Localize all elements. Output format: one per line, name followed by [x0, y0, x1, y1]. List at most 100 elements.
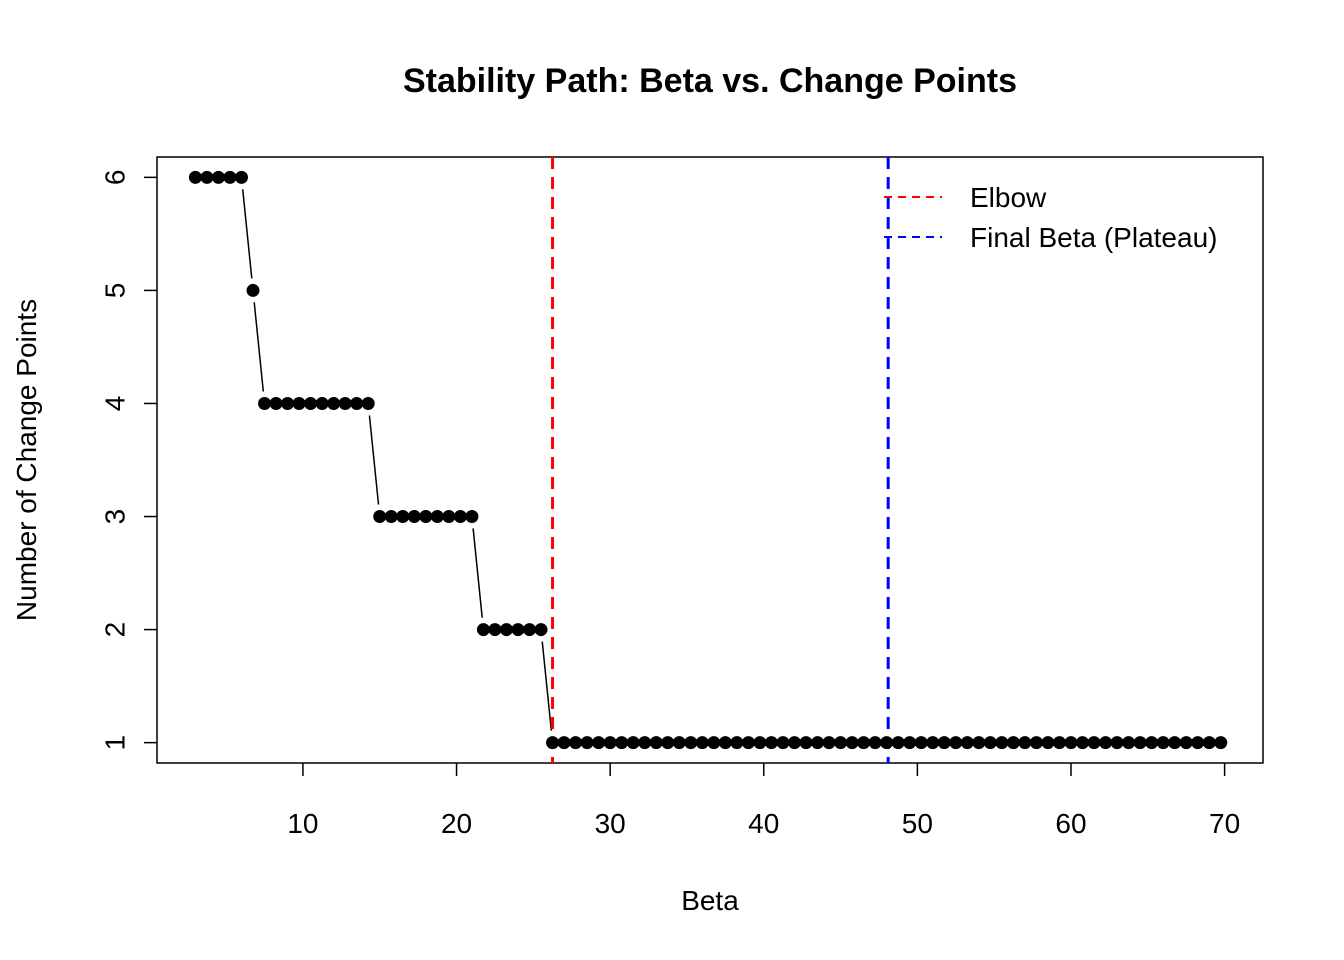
- data-point: [407, 510, 421, 524]
- data-point: [350, 396, 364, 410]
- legend: Elbow Final Beta (Plateau): [884, 182, 1217, 253]
- data-point: [1099, 736, 1113, 750]
- data-point: [1006, 736, 1020, 750]
- data-point: [246, 283, 260, 297]
- data-point: [1041, 736, 1055, 750]
- x-tick-label: 40: [748, 808, 779, 839]
- data-point: [914, 736, 928, 750]
- y-tick-label: 1: [100, 735, 131, 751]
- x-tick-label: 30: [595, 808, 626, 839]
- data-point: [937, 736, 951, 750]
- y-axis-label: Number of Change Points: [11, 299, 42, 621]
- y-tick-label: 4: [100, 396, 131, 412]
- data-point: [580, 736, 594, 750]
- data-point: [926, 736, 940, 750]
- data-point: [315, 396, 329, 410]
- data-point: [453, 510, 467, 524]
- data-point: [649, 736, 663, 750]
- data-point: [776, 736, 790, 750]
- legend-label-final-beta: Final Beta (Plateau): [970, 222, 1217, 253]
- x-tick-label: 60: [1055, 808, 1086, 839]
- data-point: [304, 396, 318, 410]
- data-point: [891, 736, 905, 750]
- data-point: [799, 736, 813, 750]
- data-point: [327, 396, 341, 410]
- data-point: [200, 170, 214, 184]
- x-tick-label: 70: [1209, 808, 1240, 839]
- y-tick-label: 5: [100, 283, 131, 299]
- data-point: [672, 736, 686, 750]
- series-segment: [253, 302, 265, 392]
- data-point: [384, 510, 398, 524]
- data-point: [465, 510, 479, 524]
- x-tick-label: 50: [902, 808, 933, 839]
- data-point: [718, 736, 732, 750]
- data-point: [1214, 736, 1228, 750]
- data-point: [592, 736, 606, 750]
- data-point: [534, 623, 548, 637]
- data-point: [1029, 736, 1043, 750]
- data-point: [730, 736, 744, 750]
- data-point: [811, 736, 825, 750]
- data-point: [442, 510, 456, 524]
- data-point: [499, 623, 513, 637]
- x-tick-label: 10: [287, 808, 318, 839]
- data-point: [903, 736, 917, 750]
- x-axis-label: Beta: [681, 885, 739, 916]
- data-points: [188, 170, 1228, 750]
- data-point: [868, 736, 882, 750]
- data-point: [949, 736, 963, 750]
- plot-frame: [156, 156, 1264, 764]
- series-segment: [541, 641, 553, 731]
- data-point: [695, 736, 709, 750]
- data-point: [211, 170, 225, 184]
- data-point: [546, 736, 560, 750]
- data-point: [1076, 736, 1090, 750]
- data-point: [995, 736, 1009, 750]
- series-connectors: [241, 189, 553, 731]
- data-point: [523, 623, 537, 637]
- data-point: [373, 510, 387, 524]
- data-point: [661, 736, 675, 750]
- data-point: [684, 736, 698, 750]
- data-point: [787, 736, 801, 750]
- data-point: [603, 736, 617, 750]
- data-point: [960, 736, 974, 750]
- data-point: [822, 736, 836, 750]
- data-point: [1202, 736, 1216, 750]
- data-point: [292, 396, 306, 410]
- x-axis: 10 20 30 40 50 60 70: [287, 763, 1240, 839]
- y-tick-label: 3: [100, 509, 131, 525]
- data-point: [234, 170, 248, 184]
- data-point: [258, 396, 272, 410]
- y-tick-label: 2: [100, 622, 131, 638]
- data-point: [223, 170, 237, 184]
- data-point: [1168, 736, 1182, 750]
- data-point: [1122, 736, 1136, 750]
- chart-title: Stability Path: Beta vs. Change Points: [403, 62, 1017, 100]
- data-point: [741, 736, 755, 750]
- data-point: [1018, 736, 1032, 750]
- series-segment: [241, 189, 253, 279]
- x-tick-label: 20: [441, 808, 472, 839]
- data-point: [488, 623, 502, 637]
- data-point: [396, 510, 410, 524]
- data-point: [764, 736, 778, 750]
- data-point: [707, 736, 721, 750]
- data-point: [269, 396, 283, 410]
- data-point: [1191, 736, 1205, 750]
- y-tick-label: 6: [100, 170, 131, 186]
- data-point: [615, 736, 629, 750]
- data-point: [972, 736, 986, 750]
- data-point: [1087, 736, 1101, 750]
- data-point: [419, 510, 433, 524]
- series-segment: [368, 415, 380, 505]
- data-point: [753, 736, 767, 750]
- data-point: [638, 736, 652, 750]
- data-point: [557, 736, 571, 750]
- data-point: [188, 170, 202, 184]
- data-point: [1133, 736, 1147, 750]
- data-point: [476, 623, 490, 637]
- data-point: [983, 736, 997, 750]
